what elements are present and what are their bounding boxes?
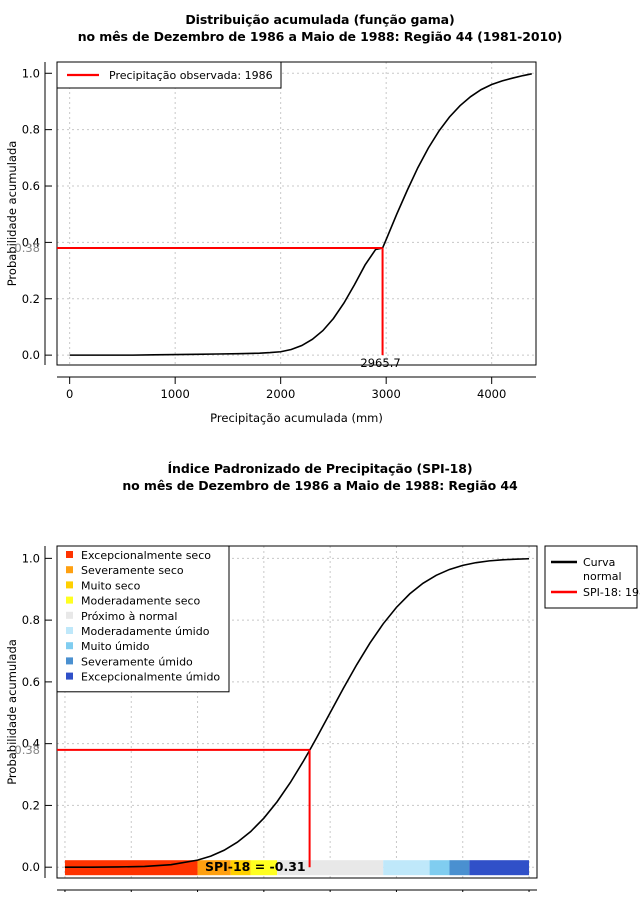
category-legend-swatch xyxy=(66,657,73,665)
spi-cdf-chart-panel: Índice Padronizado de Precipitação (SPI-… xyxy=(0,450,640,900)
series-legend-box xyxy=(544,545,638,609)
category-legend-swatch xyxy=(66,566,73,574)
y-tick-label: 0.0 xyxy=(22,348,40,362)
y-tick-label: 0.6 xyxy=(22,675,40,689)
category-legend-label: Muito úmido xyxy=(81,640,150,653)
color-bar-segment xyxy=(449,860,470,876)
category-legend-swatch xyxy=(66,581,73,589)
plot-frame xyxy=(56,545,538,879)
x-tick-label: 1000 xyxy=(161,387,190,401)
chart2-title-line2: no mês de Dezembro de 1986 a Maio de 198… xyxy=(122,478,518,493)
marker-y-value-label: 0.38 xyxy=(14,241,40,255)
color-bar-segment xyxy=(277,860,384,876)
category-legend-swatch xyxy=(66,672,73,680)
x-tick-label: 3000 xyxy=(372,387,401,401)
cdf-curve xyxy=(64,557,530,868)
plot-frame xyxy=(56,61,537,366)
chart1-title: Distribuição acumulada (função gama) no … xyxy=(0,0,640,45)
y-tick-label: 0.0 xyxy=(22,860,40,874)
x-tick-label: 0 xyxy=(66,387,73,401)
series-legend-label-spi: SPI-18: 1986 xyxy=(583,586,640,599)
gamma-cdf-chart-panel: Distribuição acumulada (função gama) no … xyxy=(0,0,640,425)
category-legend-label: Muito seco xyxy=(81,579,141,592)
color-bar-segment xyxy=(250,860,278,876)
x-axis-title: Precipitação acumulada (mm) xyxy=(210,411,383,425)
y-tick-label: 0.2 xyxy=(22,798,40,812)
category-legend-swatch xyxy=(66,551,73,558)
color-bar-segment xyxy=(230,860,251,876)
y-tick-label: 1.0 xyxy=(22,66,40,80)
y-tick-label: 0.4 xyxy=(22,737,40,751)
marker-y-value-label: 0.38 xyxy=(14,743,40,757)
category-legend-swatch xyxy=(66,611,73,619)
y-axis-title: Probabilidade acumulada xyxy=(5,639,19,785)
series-legend-label-normal-line1: Curva xyxy=(583,556,615,569)
cdf-curve xyxy=(69,73,532,356)
x-tick-label: 4000 xyxy=(477,387,506,401)
color-bar-segment xyxy=(64,860,198,876)
y-tick-label: 0.2 xyxy=(22,292,40,306)
category-legend-label: Severamente úmido xyxy=(81,655,193,668)
color-bar-segment xyxy=(469,860,530,876)
category-legend-swatch xyxy=(66,627,73,634)
chart2-plot: 0.00.20.40.60.81.0-4-3-2-10123SPIProbabi… xyxy=(5,545,640,892)
y-tick-label: 1.0 xyxy=(22,551,40,565)
chart1-title-line2: no mês de Dezembro de 1986 a Maio de 198… xyxy=(77,29,563,44)
category-legend-label: Moderadamente úmido xyxy=(81,625,210,638)
series-legend-label-normal-line2: normal xyxy=(583,570,622,583)
y-axis-title: Probabilidade acumulada xyxy=(5,141,19,287)
y-tick-label: 0.8 xyxy=(22,613,40,627)
category-legend-label: Severamente seco xyxy=(81,564,184,577)
chart2-title: Índice Padronizado de Precipitação (SPI-… xyxy=(0,450,640,494)
category-legend-label: Excepcionalmente seco xyxy=(81,549,211,562)
y-tick-label: 0.4 xyxy=(22,235,40,249)
category-legend-label: Moderadamente seco xyxy=(81,595,201,608)
x-tick-label: 2000 xyxy=(266,387,295,401)
color-bar-segment xyxy=(383,860,430,876)
color-bar-segment xyxy=(197,860,231,876)
chart2-title-line1: Índice Padronizado de Precipitação (SPI-… xyxy=(167,461,473,476)
chart1-title-line1: Distribuição acumulada (função gama) xyxy=(185,12,455,27)
category-legend-label: Excepcionalmente úmido xyxy=(81,671,220,684)
observed-legend-label: Precipitação observada: 1986 xyxy=(109,69,273,82)
marker-x-value-label: 2965.7 xyxy=(360,356,400,370)
category-legend-swatch xyxy=(66,596,73,604)
marker-x-value-label: SPI-18 = -0.31 xyxy=(205,859,306,874)
chart1-plot: 0.0 0.2 0.4 0.6 0.8 1.0 0 1000 2000 3000 4000 Preci… xyxy=(5,61,537,425)
y-tick-label: 0.6 xyxy=(22,179,40,193)
category-legend-box xyxy=(56,545,230,693)
category-legend-swatch xyxy=(66,642,73,650)
y-tick-label: 0.8 xyxy=(22,123,40,137)
color-bar-segment xyxy=(429,860,450,876)
category-legend-label: Próximo à normal xyxy=(81,610,177,623)
